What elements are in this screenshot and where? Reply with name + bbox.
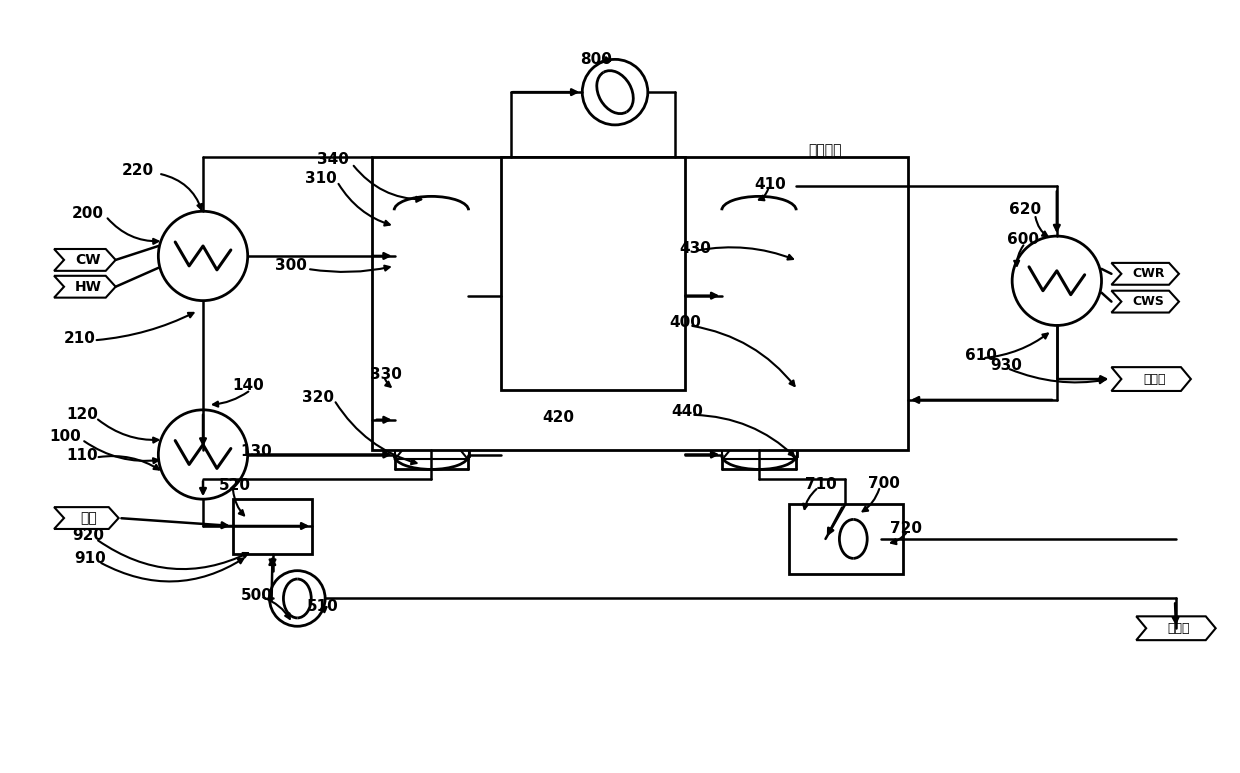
Text: 520: 520 xyxy=(219,478,250,492)
Bar xyxy=(789,504,903,574)
Text: 200: 200 xyxy=(72,206,104,221)
Text: CWS: CWS xyxy=(1132,295,1164,308)
Polygon shape xyxy=(1136,616,1215,640)
Text: 310: 310 xyxy=(305,171,337,186)
Text: 710: 710 xyxy=(805,477,837,492)
Text: CWR: CWR xyxy=(1132,267,1164,281)
Text: 110: 110 xyxy=(66,448,98,463)
Bar xyxy=(722,370,797,459)
Polygon shape xyxy=(1111,291,1179,312)
Text: 440: 440 xyxy=(672,404,703,419)
Text: 620: 620 xyxy=(1009,202,1042,216)
Bar xyxy=(394,370,469,459)
Text: 液体: 液体 xyxy=(81,511,97,525)
Text: 340: 340 xyxy=(317,152,350,167)
Text: 300: 300 xyxy=(274,258,306,274)
Text: 400: 400 xyxy=(670,315,702,330)
Text: 930: 930 xyxy=(991,358,1022,373)
Text: 800: 800 xyxy=(580,52,613,67)
Text: 130: 130 xyxy=(241,444,273,459)
Text: 320: 320 xyxy=(303,390,335,405)
Polygon shape xyxy=(1111,263,1179,284)
Bar xyxy=(233,499,312,553)
Circle shape xyxy=(159,211,248,301)
Bar xyxy=(722,236,797,346)
Text: 430: 430 xyxy=(680,240,712,256)
Circle shape xyxy=(269,570,325,626)
Circle shape xyxy=(159,410,248,499)
Text: 720: 720 xyxy=(890,522,923,536)
Polygon shape xyxy=(55,249,115,271)
Text: 420: 420 xyxy=(543,410,574,425)
Text: 140: 140 xyxy=(233,377,264,393)
Text: 210: 210 xyxy=(64,331,95,346)
Text: 330: 330 xyxy=(370,366,402,382)
Text: 510: 510 xyxy=(308,599,339,614)
Text: HW: HW xyxy=(74,280,102,294)
Polygon shape xyxy=(55,276,115,298)
Text: 液留液: 液留液 xyxy=(1168,621,1190,635)
Text: 500: 500 xyxy=(241,588,273,603)
Bar xyxy=(501,157,684,390)
Text: 410: 410 xyxy=(754,177,786,192)
Text: 100: 100 xyxy=(50,429,81,444)
Bar xyxy=(394,210,469,455)
Bar xyxy=(722,210,797,455)
Text: 910: 910 xyxy=(74,551,105,567)
Text: 气搅拌气: 气搅拌气 xyxy=(808,143,842,157)
Polygon shape xyxy=(55,507,119,529)
Circle shape xyxy=(1012,236,1101,325)
Text: 700: 700 xyxy=(868,476,900,491)
Circle shape xyxy=(583,60,647,125)
Text: 920: 920 xyxy=(72,529,104,543)
Text: 冷凝液: 冷凝液 xyxy=(1143,373,1166,386)
Text: 600: 600 xyxy=(1007,232,1039,247)
Text: 120: 120 xyxy=(66,407,98,422)
Bar xyxy=(394,236,469,346)
Text: 610: 610 xyxy=(966,348,997,363)
Polygon shape xyxy=(1111,367,1190,391)
Circle shape xyxy=(826,511,882,567)
Text: CW: CW xyxy=(76,253,100,267)
Text: 220: 220 xyxy=(122,163,154,178)
Bar xyxy=(372,157,908,450)
